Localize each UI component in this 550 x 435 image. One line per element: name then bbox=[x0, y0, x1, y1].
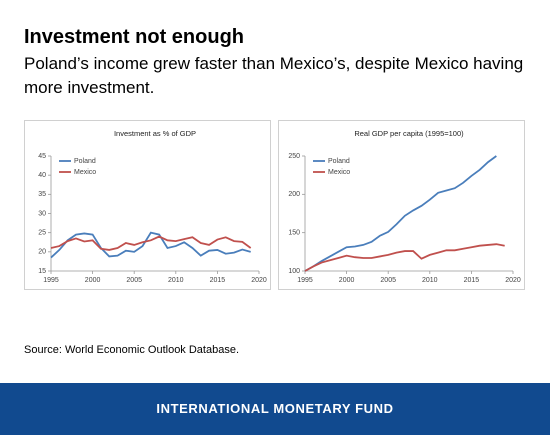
chart: Investment as % of GDP 15 20 25 30 35 40 45 1995… bbox=[38, 129, 267, 284]
series-line bbox=[50, 231, 251, 259]
title: Investment not enough bbox=[24, 26, 244, 48]
legend-label: Poland bbox=[74, 158, 96, 165]
series-line bbox=[304, 243, 505, 272]
legend-label: Mexico bbox=[74, 169, 96, 176]
x-tick-label: 2005 bbox=[380, 277, 396, 284]
x-tick-label: 2015 bbox=[464, 277, 480, 284]
x-tick-label: 2020 bbox=[505, 277, 521, 284]
y-tick-label: 40 bbox=[38, 172, 46, 179]
y-tick-label: 20 bbox=[38, 249, 46, 256]
chart-panel: Investment as % of GDP 15 20 25 30 35 40 45 1995… bbox=[24, 120, 271, 290]
y-tick-label: 250 bbox=[288, 153, 300, 160]
x-tick-label: 2010 bbox=[422, 277, 438, 284]
y-tick-label: 30 bbox=[38, 210, 46, 217]
subtitle: Poland’s income grew faster than Mexico’… bbox=[24, 54, 524, 97]
footer: INTERNATIONAL MONETARY FUND bbox=[0, 383, 550, 435]
chart: Real GDP per capita (1995=100) 100 150 200 2… bbox=[288, 129, 521, 284]
legend-label: Poland bbox=[328, 158, 350, 165]
x-tick-label: 1995 bbox=[297, 277, 313, 284]
y-tick-label: 100 bbox=[288, 268, 300, 275]
series-line bbox=[50, 235, 252, 251]
x-tick-label: 2005 bbox=[126, 277, 142, 284]
series-line bbox=[304, 155, 497, 272]
x-tick-label: 2000 bbox=[85, 277, 101, 284]
y-tick-label: 15 bbox=[38, 268, 46, 275]
legend-label: Mexico bbox=[328, 169, 350, 176]
y-tick-label: 25 bbox=[38, 230, 46, 237]
source: Source: World Economic Outlook Database. bbox=[24, 344, 240, 356]
chart-title: Real GDP per capita (1995=100) bbox=[354, 129, 464, 138]
x-tick-label: 1995 bbox=[43, 277, 59, 284]
y-tick-label: 35 bbox=[38, 191, 46, 198]
y-tick-label: 45 bbox=[38, 153, 46, 160]
y-tick-label: 200 bbox=[288, 191, 300, 198]
x-tick-label: 2010 bbox=[168, 277, 184, 284]
chart-title: Investment as % of GDP bbox=[114, 129, 196, 138]
chart-panel: Real GDP per capita (1995=100) 100 150 200 2… bbox=[278, 120, 525, 290]
x-tick-label: 2015 bbox=[210, 277, 226, 284]
x-tick-label: 2020 bbox=[251, 277, 267, 284]
x-tick-label: 2000 bbox=[339, 277, 355, 284]
y-tick-label: 150 bbox=[288, 230, 300, 237]
